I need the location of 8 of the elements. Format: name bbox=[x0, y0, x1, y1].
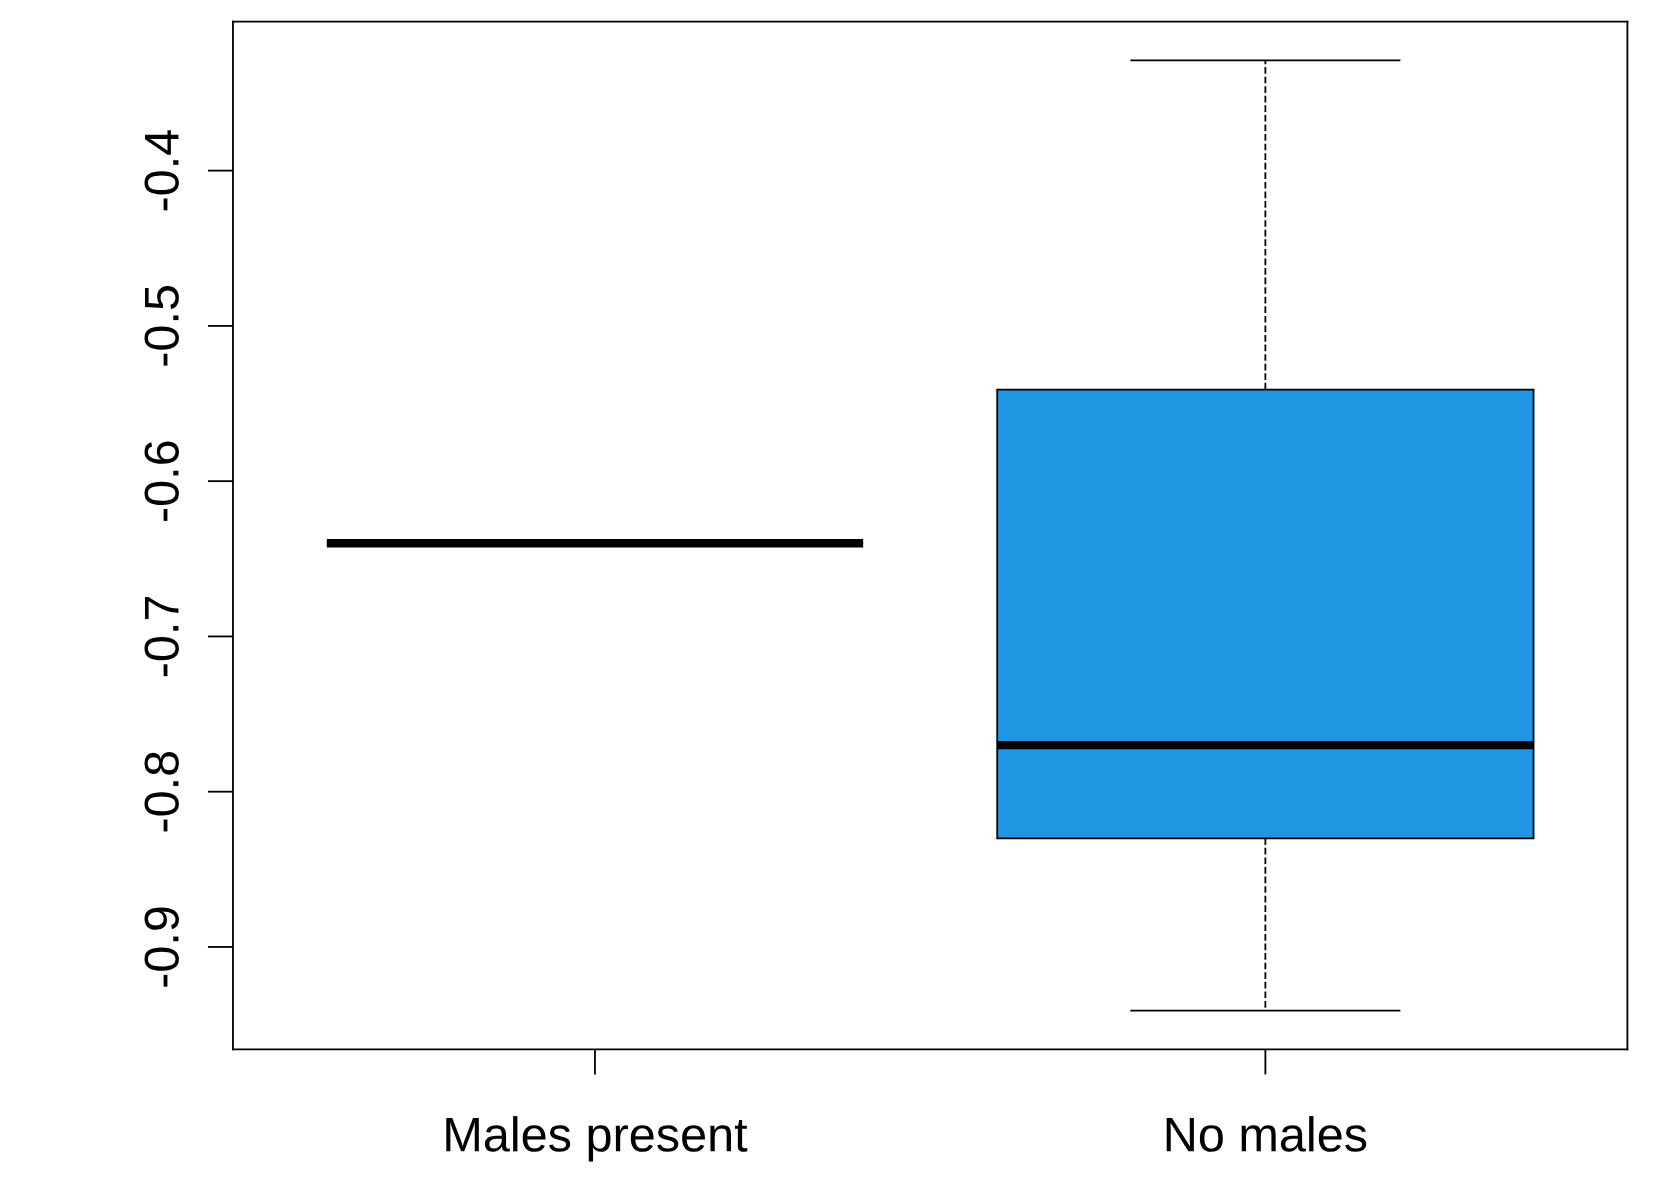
y-tick-label: -0.7 bbox=[144, 596, 179, 677]
x-tick-label: Males present bbox=[446, 1116, 748, 1162]
y-tick-label: -0.5 bbox=[144, 286, 179, 366]
y-tick-label: -0.8 bbox=[144, 751, 179, 832]
y-tick-label: -0.4 bbox=[144, 130, 179, 211]
y-tick-label: -0.6 bbox=[144, 441, 179, 521]
x-tick-label: No males bbox=[1166, 1116, 1367, 1152]
y-tick-label: -0.9 bbox=[144, 907, 179, 987]
